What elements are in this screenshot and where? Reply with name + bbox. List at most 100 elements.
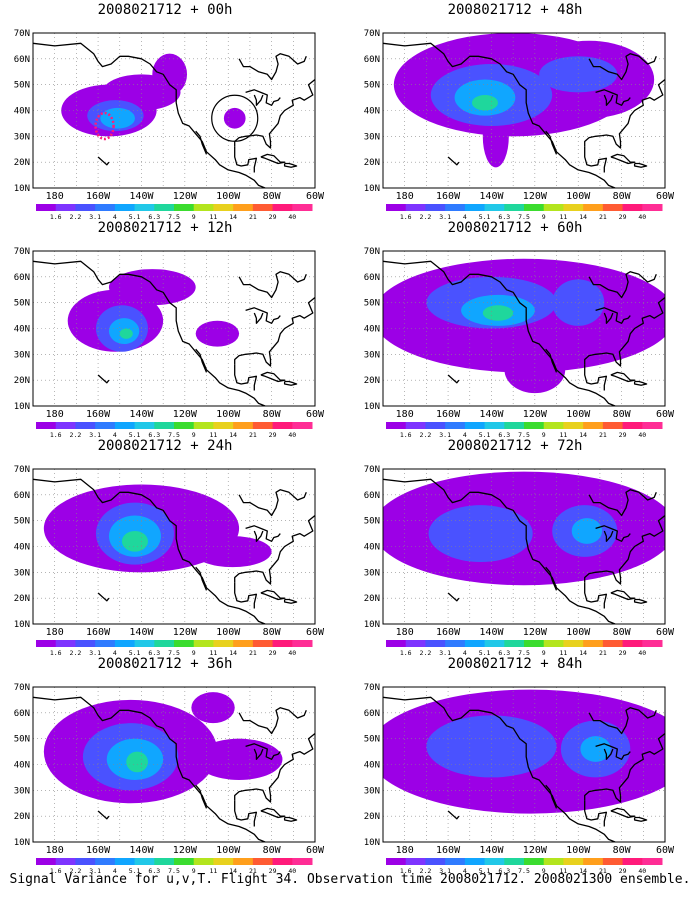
colorbar-label: 4	[463, 867, 467, 874]
variance-contour	[152, 53, 188, 95]
colorbar-swatch	[563, 640, 584, 647]
colorbar-label: 4	[113, 867, 117, 874]
map-plot: 70N 60N 50N 40N 30N 20N 10N 180 160W 140W 120W 100W…	[364, 247, 675, 438]
coastline	[234, 582, 258, 609]
coastline	[234, 146, 258, 173]
colorbar-swatch	[213, 422, 234, 429]
lon-label: 80W	[613, 627, 632, 638]
lat-label: 20N	[14, 594, 30, 604]
variance-contour	[471, 95, 498, 111]
coastline	[195, 130, 208, 155]
colorbar-label: 7.5	[168, 867, 180, 874]
colorbar-swatch	[193, 640, 214, 647]
colorbar-label: 5.1	[129, 213, 141, 220]
colorbar-swatch	[386, 640, 407, 647]
variance-contour	[119, 328, 133, 339]
lon-label: 140W	[129, 409, 154, 420]
coastline	[283, 162, 298, 168]
coastline	[253, 312, 264, 324]
lat-label: 10N	[364, 184, 380, 194]
colorbar-label: 1.6	[400, 431, 412, 438]
colorbar-label: 2.2	[420, 431, 432, 438]
colorbar-label: 7.5	[518, 649, 530, 656]
colorbar-label: 6.3	[148, 649, 160, 656]
lon-label: 100W	[216, 627, 241, 638]
lat-label: 40N	[14, 325, 30, 335]
coastline	[584, 582, 608, 609]
coastline	[584, 732, 665, 803]
colorbar-swatch	[405, 858, 426, 865]
coastline	[245, 89, 281, 106]
lat-label: 70N	[364, 29, 380, 39]
colorbar-label: 14	[579, 649, 587, 656]
colorbar-swatch	[425, 422, 446, 429]
lon-label: 160W	[436, 191, 461, 202]
colorbar-swatch	[642, 422, 663, 429]
coastline	[633, 162, 648, 168]
lat-label: 60N	[14, 709, 30, 719]
lon-label: 120W	[523, 409, 548, 420]
coastline	[238, 707, 307, 735]
colorbar-swatch	[543, 640, 564, 647]
lon-label: 60W	[656, 845, 675, 856]
lon-label: 60W	[656, 191, 675, 202]
colorbar-label: 14	[229, 867, 237, 874]
colorbar-label: 1.6	[50, 649, 62, 656]
colorbar-label: 4	[463, 431, 467, 438]
coastline	[245, 525, 281, 542]
coastline	[195, 348, 208, 373]
colorbar-label: 14	[579, 213, 587, 220]
lat-label: 70N	[364, 683, 380, 693]
colorbar-label: 9	[542, 213, 546, 220]
colorbar-label: 11	[210, 867, 218, 874]
colorbar-swatch	[292, 858, 313, 865]
lon-label: 140W	[479, 627, 504, 638]
lat-label: 70N	[364, 465, 380, 475]
lat-label: 60N	[364, 273, 380, 283]
coastline	[447, 374, 460, 384]
colorbar-label: 21	[249, 867, 257, 874]
lon-label: 180	[396, 627, 414, 638]
coastline	[603, 530, 614, 542]
map-plot: 70N 60N 50N 40N 30N 20N 10N 180 160W 140W 120W 100W…	[14, 247, 325, 438]
lon-label: 120W	[173, 627, 198, 638]
colorbar-swatch	[154, 422, 175, 429]
coastline	[610, 589, 636, 601]
map-panel-p72: 2008021712 + 72h 70N 60N 50N 40N 30N 20N 10N 180…	[350, 438, 680, 656]
colorbar-swatch	[425, 858, 446, 865]
lon-label: 100W	[566, 191, 591, 202]
variance-contour	[539, 56, 618, 93]
variance-contour	[100, 107, 135, 129]
lon-label: 140W	[479, 845, 504, 856]
colorbar-swatch	[213, 640, 234, 647]
coastline	[610, 371, 636, 383]
colorbar-swatch	[55, 858, 76, 865]
lat-label: 30N	[14, 132, 30, 142]
colorbar-label: 7.5	[168, 431, 180, 438]
lon-label: 80W	[613, 845, 632, 856]
colorbar-swatch	[252, 204, 274, 211]
coastline	[283, 598, 298, 604]
lon-label: 60W	[306, 191, 325, 202]
colorbar-swatch	[642, 204, 663, 211]
coastline	[260, 371, 286, 383]
colorbar-label: 5.1	[479, 867, 491, 874]
coastline	[253, 530, 264, 542]
colorbar-swatch	[405, 422, 426, 429]
colorbar-label: 6.3	[498, 431, 510, 438]
coastline	[545, 130, 558, 155]
colorbar-label: 9	[192, 867, 196, 874]
colorbar-label: 1.6	[50, 431, 62, 438]
coastline	[253, 748, 264, 760]
lat-label: 30N	[14, 786, 30, 796]
lon-label: 60W	[656, 409, 675, 420]
lon-label: 160W	[86, 409, 111, 420]
colorbar-swatch	[134, 204, 155, 211]
lon-label: 80W	[263, 627, 282, 638]
lat-label: 10N	[14, 620, 30, 630]
colorbar-swatch	[405, 640, 426, 647]
coastline	[283, 380, 298, 386]
colorbar-swatch	[524, 858, 545, 865]
lon-label: 120W	[173, 409, 198, 420]
lon-label: 60W	[306, 409, 325, 420]
